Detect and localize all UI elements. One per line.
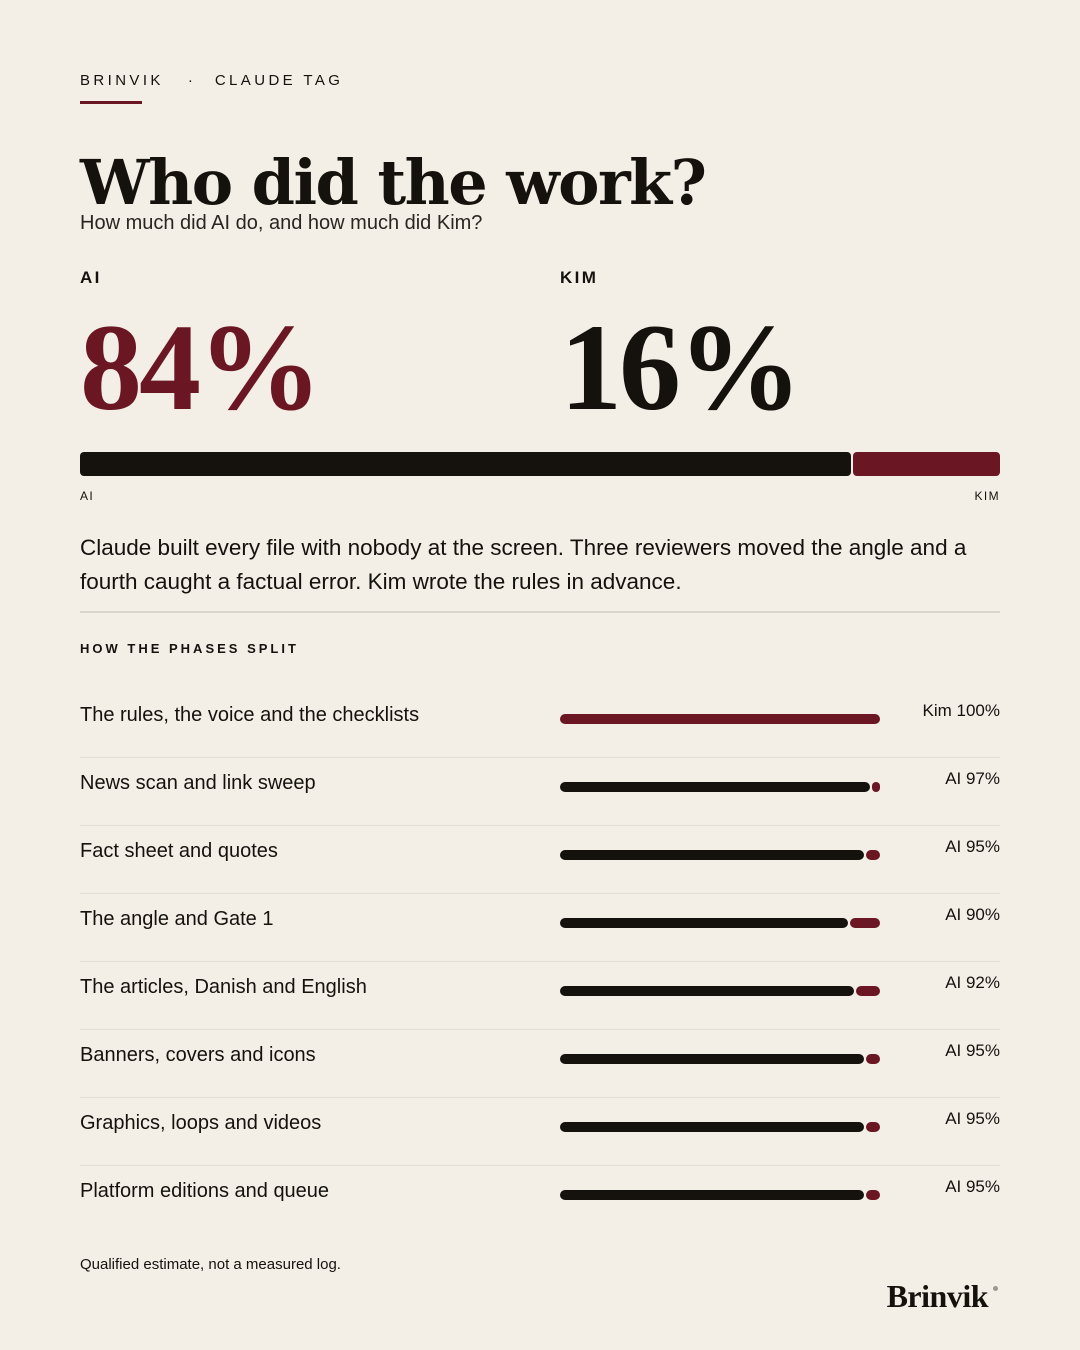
phase-kim-segment xyxy=(866,850,880,860)
footnote: Qualified estimate, not a measured log. xyxy=(80,1256,341,1273)
phase-row: Fact sheet and quotes AI 95% xyxy=(80,826,1000,894)
phase-label: Banners, covers and icons xyxy=(80,1044,316,1066)
ai-label: AI xyxy=(80,268,102,287)
tag-label: CLAUDE TAG xyxy=(214,72,344,89)
phase-ai-segment xyxy=(560,918,848,928)
phase-ai-segment xyxy=(560,986,854,996)
row-divider xyxy=(80,825,1000,826)
phase-row: News scan and link sweep AI 97% xyxy=(80,758,1000,826)
brinvik-logo: Brinvik xyxy=(886,1278,989,1314)
row-divider xyxy=(80,893,1000,894)
page-subtitle: How much did AI do, and how much did Kim… xyxy=(80,212,483,234)
row-divider xyxy=(80,1165,1000,1166)
row-divider xyxy=(80,961,1000,962)
phase-value-label: AI 92% xyxy=(945,973,1000,992)
ai-percentage: 84% xyxy=(80,299,322,436)
infographic: BRINVIK · CLAUDE TAG Who did the work? How… xyxy=(80,0,1000,1350)
phase-row: Graphics, loops and videos AI 95% xyxy=(80,1098,1000,1166)
section-divider xyxy=(80,611,1000,613)
phase-kim-segment xyxy=(866,1190,880,1200)
page-title: Who did the work? xyxy=(80,146,707,219)
phase-bar xyxy=(560,1054,880,1064)
phase-label: Graphics, loops and videos xyxy=(80,1112,322,1134)
total-ai-segment xyxy=(80,452,852,476)
phase-kim-segment xyxy=(856,986,880,996)
phase-label: Platform editions and queue xyxy=(80,1180,330,1202)
phase-ai-segment xyxy=(560,1122,864,1132)
phase-value-label: AI 97% xyxy=(945,769,1000,788)
total-kim-segment xyxy=(853,452,1000,476)
phase-kim-segment xyxy=(866,1122,880,1132)
phases-heading: HOW THE PHASES SPLIT xyxy=(80,641,299,656)
summary-text: Claude built every file with nobody at t… xyxy=(80,535,967,594)
phase-row: The articles, Danish and English AI 92% xyxy=(80,962,1000,1030)
phase-value-label: AI 95% xyxy=(945,837,1000,856)
phase-kim-segment xyxy=(560,714,880,724)
phase-label: Fact sheet and quotes xyxy=(80,840,278,862)
phase-bar xyxy=(560,918,880,928)
row-divider xyxy=(80,1097,1000,1098)
phase-ai-segment xyxy=(560,1054,864,1064)
eyebrow: BRINVIK · CLAUDE TAG xyxy=(80,72,343,89)
bar-left-label: AI xyxy=(80,489,95,503)
phase-label: News scan and link sweep xyxy=(80,772,316,794)
phase-ai-segment xyxy=(560,1190,864,1200)
phase-label: The articles, Danish and English xyxy=(80,976,367,998)
phase-kim-segment xyxy=(850,918,880,928)
phase-bar xyxy=(560,714,880,724)
phase-bar xyxy=(560,986,880,996)
brand-label: BRINVIK xyxy=(80,72,164,89)
bar-right-label: KIM xyxy=(974,489,1000,503)
phase-ai-segment xyxy=(560,850,864,860)
phase-row: The rules, the voice and the checklists K… xyxy=(80,690,1000,758)
row-divider xyxy=(80,1029,1000,1030)
phase-value-label: AI 95% xyxy=(945,1177,1000,1196)
phase-value-label: AI 95% xyxy=(945,1041,1000,1060)
phase-label: The rules, the voice and the checklists xyxy=(80,704,420,726)
total-split-bar xyxy=(80,452,1000,476)
phase-bar xyxy=(560,1122,880,1132)
phase-bar xyxy=(560,782,880,792)
phase-bar xyxy=(560,1190,880,1200)
phase-value-label: Kim 100% xyxy=(922,701,1000,720)
kim-label: KIM xyxy=(560,268,599,287)
logo-dot-icon xyxy=(993,1286,998,1291)
phase-ai-segment xyxy=(560,782,870,792)
phase-row: The angle and Gate 1 AI 90% xyxy=(80,894,1000,962)
separator-dot: · xyxy=(187,72,193,89)
phase-kim-segment xyxy=(866,1054,880,1064)
phase-row: Platform editions and queue AI 95% xyxy=(80,1166,1000,1234)
eyebrow-underline xyxy=(80,101,142,104)
phase-value-label: AI 90% xyxy=(945,905,1000,924)
phase-row: Banners, covers and icons AI 95% xyxy=(80,1030,1000,1098)
phase-bar xyxy=(560,850,880,860)
kim-percentage: 16% xyxy=(560,299,802,436)
row-divider xyxy=(80,757,1000,758)
phase-label: The angle and Gate 1 xyxy=(80,908,274,930)
phase-value-label: AI 95% xyxy=(945,1109,1000,1128)
phase-kim-segment xyxy=(872,782,880,792)
